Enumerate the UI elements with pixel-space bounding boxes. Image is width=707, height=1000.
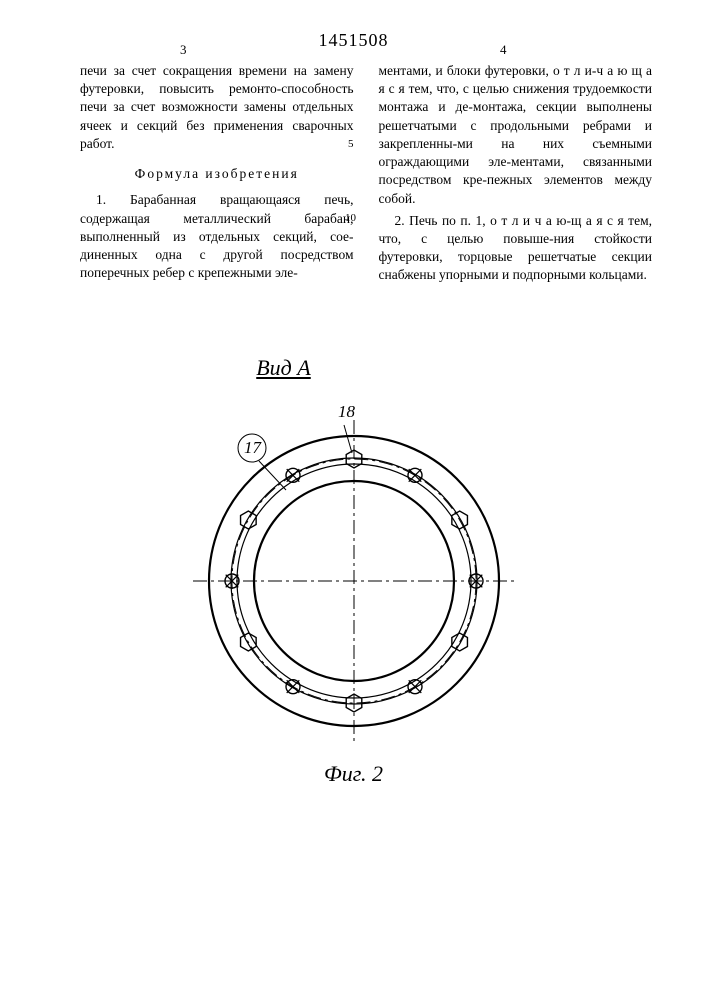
svg-text:17: 17 [244,438,263,457]
flange-figure: 1718 [174,391,534,751]
left-p2: 1. Барабанная вращающаяся печь, содержащ… [80,191,354,282]
right-p2: 2. Печь по п. 1, о т л и ч а ю-щ а я с я… [379,212,653,285]
page-number-right: 4 [500,42,507,58]
figure-area: Вид А 1718 Фиг. 2 [0,355,707,787]
figure-caption: Фиг. 2 [0,761,707,787]
column-left: печи за счет сокращения времени на замен… [80,62,354,285]
left-p1: печи за счет сокращения времени на замен… [80,62,354,153]
page-number-left: 3 [180,42,187,58]
right-p1: ментами, и блоки футеровки, о т л и-ч а … [379,62,653,208]
column-right: ментами, и блоки футеровки, о т л и-ч а … [379,62,653,285]
svg-text:18: 18 [338,402,356,421]
view-label: Вид А [256,355,311,381]
formula-heading: Формула изобретения [80,165,354,183]
text-columns: печи за счет сокращения времени на замен… [80,62,652,285]
doc-id: 1451508 [319,30,389,50]
